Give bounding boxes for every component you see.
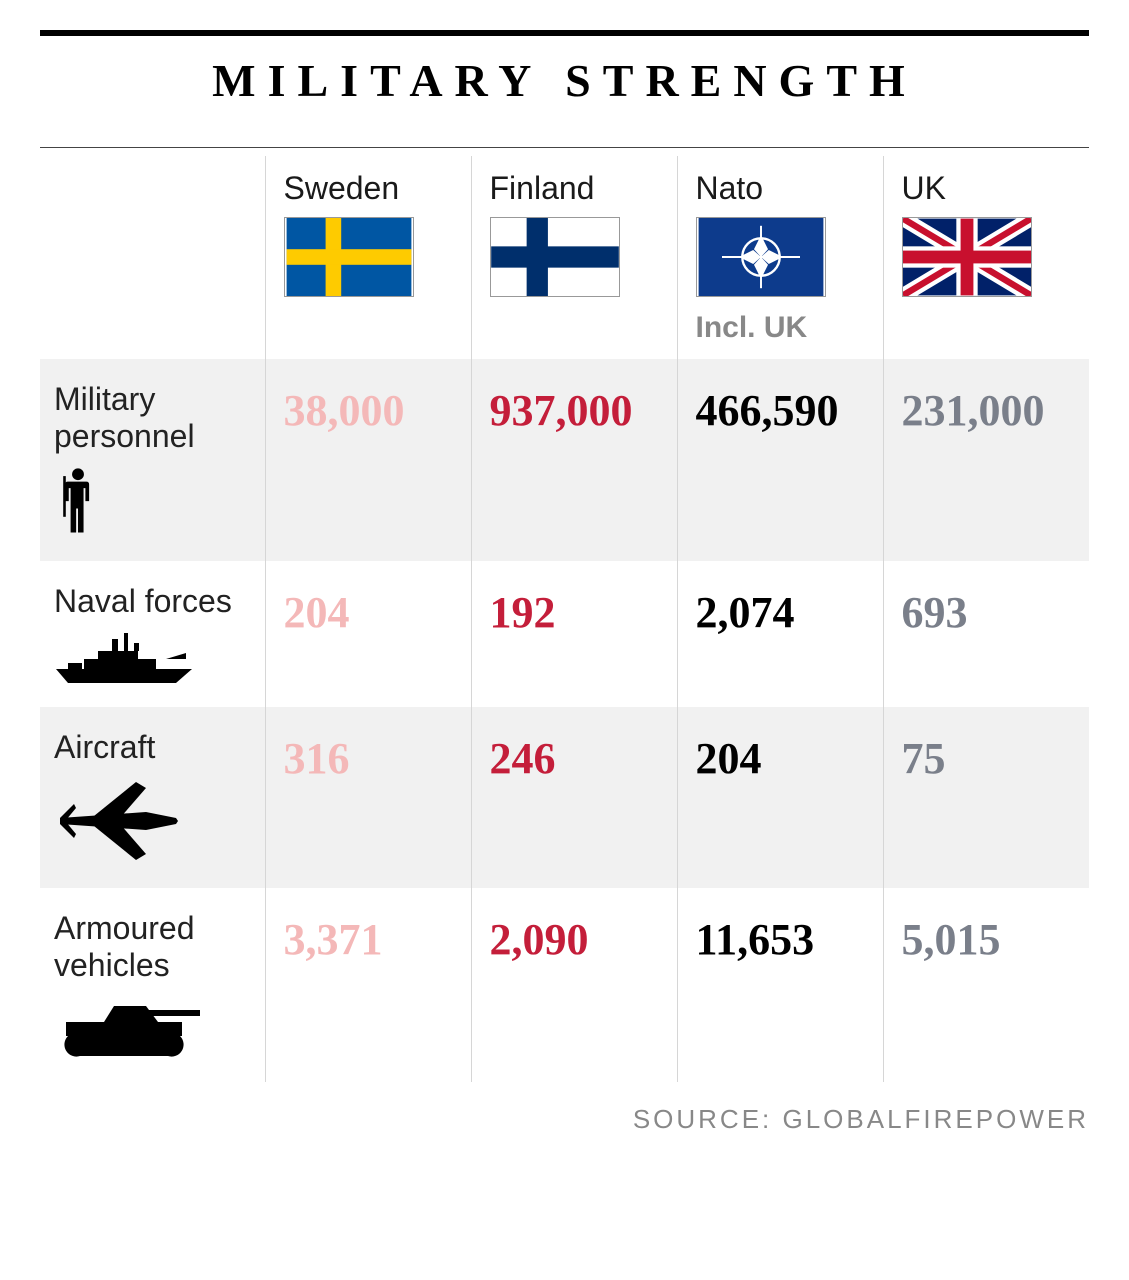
sub-rule [40,147,1089,148]
table-row: Military personnel 38,000 937,000 466,590 23… [40,359,1089,561]
value-cell: 316 [265,707,471,888]
uk-flag-icon [902,217,1032,297]
ship-icon [54,629,194,685]
category-cell: Military personnel [40,359,265,561]
value-cell: 204 [677,707,883,888]
value-cell: 75 [883,707,1089,888]
value: 75 [902,735,1072,783]
value-cell: 231,000 [883,359,1089,561]
category-label: Military personnel [54,381,255,455]
table-row: Naval forces 204 192 2,074 693 [40,561,1089,708]
value-cell: 38,000 [265,359,471,561]
value-cell: 3,371 [265,888,471,1082]
value: 2,074 [696,589,865,637]
table-row: Armoured vehicles 3,371 2,090 11,653 5,015 [40,888,1089,1082]
source-label: SOURCE: GLOBALFIREPOWER [40,1104,1089,1135]
value: 3,371 [284,916,453,964]
finland-flag-icon [490,217,620,297]
category-label: Aircraft [54,729,255,766]
value: 466,590 [696,387,865,435]
value: 316 [284,735,453,783]
value: 246 [490,735,659,783]
column-label: UK [902,170,1072,207]
value: 693 [902,589,1072,637]
column-label: Finland [490,170,659,207]
jet-icon [54,776,184,866]
header-empty [40,156,265,359]
value: 11,653 [696,916,865,964]
category-cell: Armoured vehicles [40,888,265,1082]
chart-title: MILITARY STRENGTH [40,54,1089,107]
nato-flag-icon [696,217,826,297]
header-sweden: Sweden [265,156,471,359]
value: 937,000 [490,387,659,435]
value: 204 [696,735,865,783]
value-cell: 937,000 [471,359,677,561]
value: 204 [284,589,453,637]
value: 5,015 [902,916,1072,964]
value-cell: 204 [265,561,471,708]
strength-table: Sweden Finland Nato Incl. UK UK Military … [40,156,1089,1082]
soldier-icon [54,465,102,539]
category-cell: Aircraft [40,707,265,888]
header-finland: Finland [471,156,677,359]
value: 2,090 [490,916,659,964]
header-uk: UK [883,156,1089,359]
table-row: Aircraft 316 246 204 75 [40,707,1089,888]
value-cell: 5,015 [883,888,1089,1082]
header-nato: Nato Incl. UK [677,156,883,359]
sweden-flag-icon [284,217,414,297]
value-cell: 2,090 [471,888,677,1082]
value: 231,000 [902,387,1072,435]
value-cell: 192 [471,561,677,708]
header-row: Sweden Finland Nato Incl. UK UK [40,156,1089,359]
column-subtitle: Incl. UK [696,311,865,345]
tank-icon [54,994,204,1060]
value: 192 [490,589,659,637]
category-label: Armoured vehicles [54,910,255,984]
value-cell: 2,074 [677,561,883,708]
top-rule [40,30,1089,36]
column-label: Nato [696,170,865,207]
value-cell: 11,653 [677,888,883,1082]
category-label: Naval forces [54,583,255,620]
value: 38,000 [284,387,453,435]
value-cell: 246 [471,707,677,888]
category-cell: Naval forces [40,561,265,708]
column-label: Sweden [284,170,453,207]
value-cell: 466,590 [677,359,883,561]
value-cell: 693 [883,561,1089,708]
